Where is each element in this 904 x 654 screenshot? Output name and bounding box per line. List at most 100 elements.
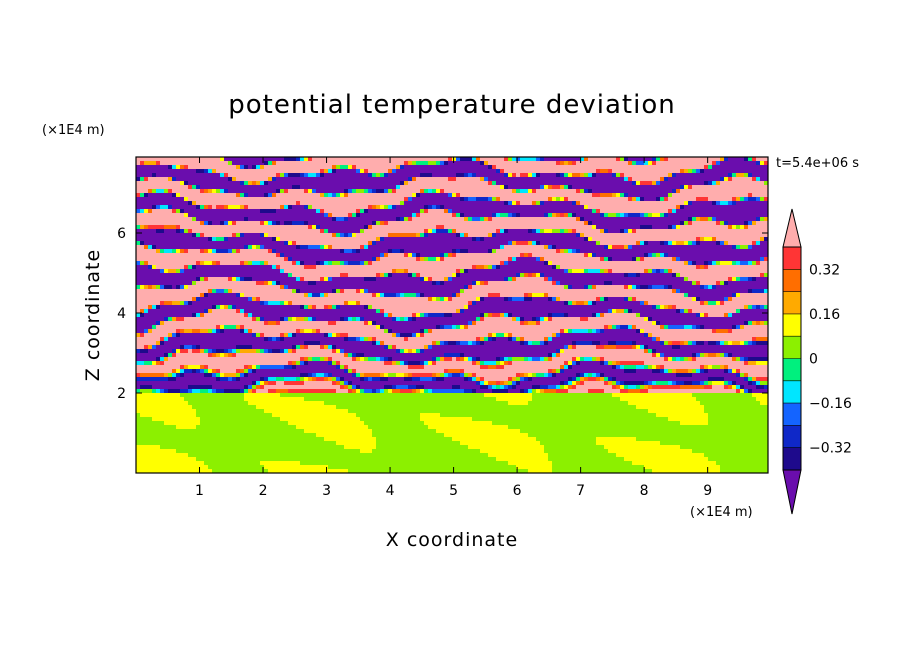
contour-cell (576, 201, 580, 205)
contour-cell (436, 357, 440, 361)
contour-cell (704, 169, 768, 173)
contour-cell (696, 281, 700, 285)
contour-cell (612, 385, 616, 389)
contour-cell (212, 169, 216, 173)
contour-cell (392, 361, 396, 365)
contour-cell (508, 257, 512, 261)
contour-cell (564, 229, 568, 233)
contour-cell (544, 389, 556, 393)
contour-cell (584, 173, 588, 177)
contour-cell (464, 213, 492, 217)
contour-cell (136, 433, 316, 437)
contour-cell (156, 161, 160, 165)
contour-cell (620, 325, 628, 329)
contour-cell (308, 305, 312, 309)
contour-cell (572, 301, 576, 305)
contour-cell (388, 221, 584, 225)
contour-cell (508, 461, 552, 465)
contour-cell (676, 209, 768, 213)
contour-cell (548, 197, 552, 201)
contour-cell (508, 381, 512, 385)
contour-cell (176, 449, 360, 453)
contour-cell (752, 177, 756, 181)
contour-cell (212, 329, 216, 333)
contour-cell (668, 417, 708, 421)
contour-cell (304, 157, 308, 161)
contour-cell (704, 369, 708, 373)
contour-cell (540, 321, 652, 325)
contour-cell (436, 297, 440, 301)
contour-cell (660, 197, 664, 201)
contour-cell (396, 349, 400, 353)
contour-cell (256, 165, 260, 169)
contour-cell (324, 261, 328, 265)
contour-cell (424, 229, 428, 233)
contour-cell (460, 213, 464, 217)
contour-cell (296, 425, 368, 429)
contour-cell (140, 225, 144, 229)
contour-cell (216, 377, 220, 381)
contour-cell (532, 201, 536, 205)
contour-cell (588, 329, 592, 333)
contour-cell (408, 253, 412, 257)
contour-cell (604, 245, 608, 249)
contour-cell (260, 385, 264, 389)
contour-cell (548, 213, 552, 217)
colorbar-under-triangle (782, 469, 802, 515)
contour-cell (156, 249, 160, 253)
contour-cell (204, 189, 208, 193)
contour-cell (480, 161, 484, 165)
contour-cell (188, 249, 200, 253)
contour-cell (204, 309, 208, 313)
contour-cell (420, 189, 424, 193)
contour-cell (584, 253, 588, 257)
contour-cell (736, 245, 740, 249)
contour-cell (224, 289, 228, 293)
contour-cell (584, 301, 588, 305)
contour-cell (328, 321, 336, 325)
contour-cell (164, 225, 176, 229)
contour-cell (456, 357, 460, 361)
contour-cell (684, 341, 688, 345)
contour-cell (568, 313, 592, 317)
contour-cell (204, 169, 208, 173)
contour-cell (744, 197, 748, 201)
contour-cell (500, 197, 548, 201)
contour-cell (620, 157, 624, 161)
contour-cell (320, 225, 364, 229)
contour-cell (692, 449, 768, 453)
contour-cell (644, 333, 648, 337)
contour-cell (628, 385, 636, 389)
contour-cell (472, 173, 476, 177)
contour-cell (420, 273, 452, 277)
contour-cell (516, 317, 520, 321)
contour-cell (488, 249, 492, 253)
contour-cell (352, 353, 356, 357)
contour-cell (136, 357, 156, 361)
contour-cell (332, 193, 336, 197)
contour-cell (552, 317, 580, 321)
contour-cell (300, 305, 304, 309)
colorbar-segment (783, 313, 801, 337)
contour-cell (224, 325, 236, 329)
contour-cell (680, 189, 768, 193)
contour-cell (360, 337, 364, 341)
contour-cell (244, 309, 376, 313)
contour-cell (328, 361, 332, 365)
contour-cell (248, 193, 264, 197)
contour-cell (420, 213, 452, 217)
contour-cell (428, 277, 432, 281)
contour-cell (396, 345, 424, 349)
contour-cell (396, 317, 400, 321)
contour-cell (700, 301, 704, 305)
contour-cell (652, 349, 656, 353)
contour-cell (508, 241, 512, 245)
contour-cell (244, 233, 260, 237)
contour-cell (292, 345, 296, 349)
contour-cell (720, 469, 768, 473)
contour-cell (708, 381, 712, 385)
contour-cell (180, 209, 184, 213)
contour-cell (744, 373, 748, 377)
contour-cell (372, 241, 376, 245)
contour-cell (136, 421, 164, 425)
